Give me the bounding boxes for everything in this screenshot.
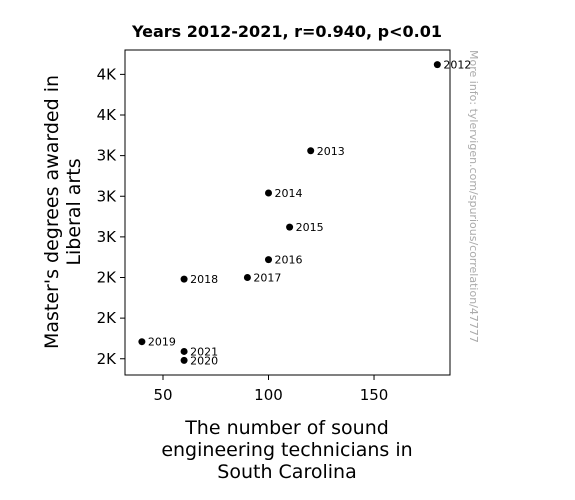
- data-point: [180, 356, 188, 364]
- y-axis-title: Master's degrees awarded inLiberal arts: [41, 75, 85, 349]
- data-point: [243, 274, 251, 281]
- y-axis: 2K 2K 2K 3K 3K 3K 4K 4K: [97, 65, 125, 368]
- y-tick-label: 2K: [97, 309, 118, 327]
- chart-title: Years 2012-2021, r=0.940, p<0.01: [131, 22, 442, 41]
- data-point: [265, 256, 273, 264]
- y-tick-label: 3K: [97, 228, 118, 246]
- x-axis: 50 100 150: [153, 375, 388, 404]
- data-point-label: 2020: [190, 354, 218, 367]
- x-tick-label: 100: [254, 386, 283, 404]
- y-tick-label: 4K: [97, 106, 118, 124]
- y-axis-title-line: Master's degrees awarded in: [41, 75, 63, 349]
- data-point: [286, 223, 294, 231]
- data-point: [433, 61, 441, 69]
- x-tick-label: 50: [153, 386, 172, 404]
- data-point: [307, 147, 315, 155]
- data-point-label: 2012: [443, 59, 471, 72]
- data-point-label: 2013: [317, 145, 345, 158]
- y-axis-title-line: Liberal arts: [63, 158, 85, 265]
- y-tick-label: 2K: [97, 350, 118, 368]
- data-point: [180, 275, 188, 283]
- y-tick-label: 3K: [97, 147, 118, 165]
- data-point: [265, 189, 273, 197]
- x-tick-label: 150: [360, 386, 389, 404]
- watermark-text: More info: tylervigen.com/spurious/corre…: [467, 50, 480, 343]
- x-axis-title-line: engineering technicians in: [161, 439, 412, 461]
- y-tick-label: 4K: [97, 65, 118, 83]
- data-point: [138, 338, 146, 346]
- x-axis-title-line: South Carolina: [217, 461, 356, 483]
- y-tick-label: 3K: [97, 187, 118, 205]
- data-point-label: 2016: [275, 254, 303, 267]
- data-point-label: 2018: [190, 273, 218, 286]
- data-point-label: 2017: [253, 272, 281, 285]
- data-point-label: 2014: [275, 187, 303, 200]
- data-point: [180, 347, 188, 355]
- data-point-label: 2015: [296, 221, 324, 234]
- data-point-label: 2019: [148, 336, 176, 349]
- data-point-label: 2021: [190, 345, 218, 358]
- x-axis-title-line: The number of sound: [184, 417, 389, 439]
- y-tick-label: 2K: [97, 269, 118, 287]
- y-axis-label: Master's degrees awarded inLiberal arts: [41, 75, 85, 349]
- plot-area: [124, 49, 451, 376]
